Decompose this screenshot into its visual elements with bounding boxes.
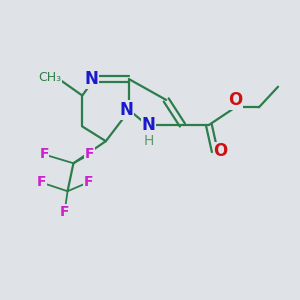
Text: F: F bbox=[39, 147, 49, 161]
Text: F: F bbox=[83, 176, 93, 189]
Text: N: N bbox=[119, 101, 134, 119]
Text: H: H bbox=[143, 134, 154, 148]
Text: F: F bbox=[36, 176, 46, 189]
Text: N: N bbox=[84, 70, 98, 88]
Text: CH₃: CH₃ bbox=[38, 71, 61, 84]
Text: O: O bbox=[214, 142, 228, 160]
Text: N: N bbox=[142, 116, 155, 134]
Text: F: F bbox=[60, 205, 69, 219]
Text: O: O bbox=[228, 91, 242, 109]
Text: F: F bbox=[85, 147, 94, 161]
